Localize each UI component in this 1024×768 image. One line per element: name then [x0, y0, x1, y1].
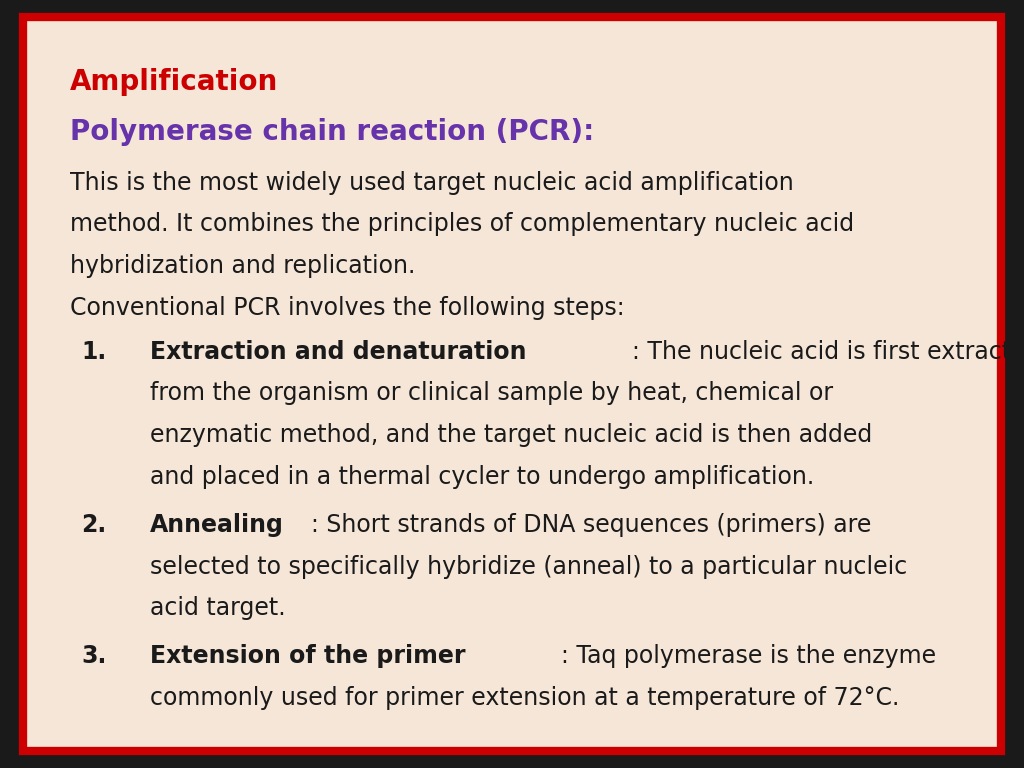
Text: Amplification: Amplification	[70, 68, 278, 96]
Text: Conventional PCR involves the following steps:: Conventional PCR involves the following …	[70, 296, 625, 320]
Text: and placed in a thermal cycler to undergo amplification.: and placed in a thermal cycler to underg…	[150, 465, 814, 489]
Text: 2.: 2.	[81, 513, 106, 537]
Text: Extension of the primer: Extension of the primer	[150, 644, 465, 668]
FancyBboxPatch shape	[23, 17, 1001, 751]
Text: 1.: 1.	[81, 339, 106, 363]
Text: commonly used for primer extension at a temperature of 72°C.: commonly used for primer extension at a …	[150, 686, 899, 710]
Text: This is the most widely used target nucleic acid amplification: This is the most widely used target nucl…	[70, 170, 794, 194]
Text: Polymerase chain reaction (PCR):: Polymerase chain reaction (PCR):	[70, 118, 594, 146]
Text: Annealing: Annealing	[150, 513, 284, 537]
Text: 3.: 3.	[81, 644, 106, 668]
Text: selected to specifically hybridize (anneal) to a particular nucleic: selected to specifically hybridize (anne…	[150, 554, 907, 578]
Text: from the organism or clinical sample by heat, chemical or: from the organism or clinical sample by …	[150, 382, 833, 406]
Text: hybridization and replication.: hybridization and replication.	[70, 254, 415, 278]
Text: acid target.: acid target.	[150, 597, 286, 621]
Text: Extraction and denaturation: Extraction and denaturation	[150, 339, 526, 363]
Text: method. It combines the principles of complementary nucleic acid: method. It combines the principles of co…	[70, 213, 854, 237]
Text: : Short strands of DNA sequences (primers) are: : Short strands of DNA sequences (primer…	[310, 513, 871, 537]
Text: : The nucleic acid is first extracted: : The nucleic acid is first extracted	[632, 339, 1024, 363]
Text: : Taq polymerase is the enzyme: : Taq polymerase is the enzyme	[561, 644, 936, 668]
Text: enzymatic method, and the target nucleic acid is then added: enzymatic method, and the target nucleic…	[150, 423, 872, 447]
